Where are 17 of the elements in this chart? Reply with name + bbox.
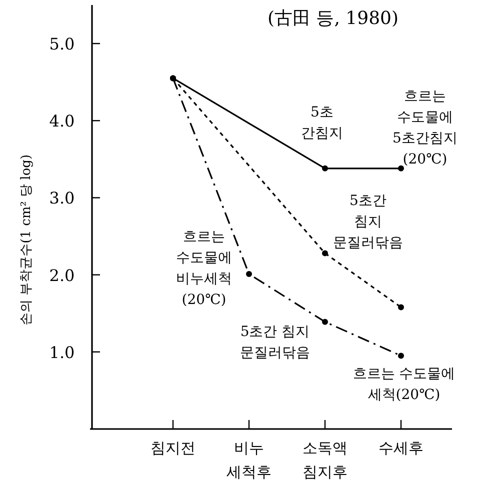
y-axis-title: 손의 부착균수(1 cm² 당 log) <box>19 154 34 326</box>
y-tick-label: 5.0 <box>49 34 75 54</box>
x-tick-label: 수세후 <box>378 439 424 457</box>
annotation: 5초간 침지 문질러닦음 <box>240 324 310 361</box>
y-tick-label: 4.0 <box>49 112 75 131</box>
x-tick-label: 침지전 <box>150 439 196 457</box>
annotation: 흐르는 수도물에 5초간침지 (20℃) <box>392 88 458 168</box>
chart-title: (古田 등, 1980) <box>267 8 399 29</box>
x-tick-label: 비누 세척후 <box>226 439 272 481</box>
y-tick-label: 1.0 <box>49 342 75 362</box>
annotation: 5초 간침지 <box>301 104 343 142</box>
y-tick-label: 3.0 <box>49 188 75 208</box>
y-tick-label: 2.0 <box>49 266 75 285</box>
x-tick-label: 소독액 침지후 <box>302 439 348 481</box>
annotation: 흐르는 수도물에 세척(20℃) <box>352 366 456 403</box>
annotation: 5초간 침지 문질러닦음 <box>333 193 403 252</box>
annotation: 흐르는 수도물에 비누세척 (20℃) <box>176 229 232 308</box>
